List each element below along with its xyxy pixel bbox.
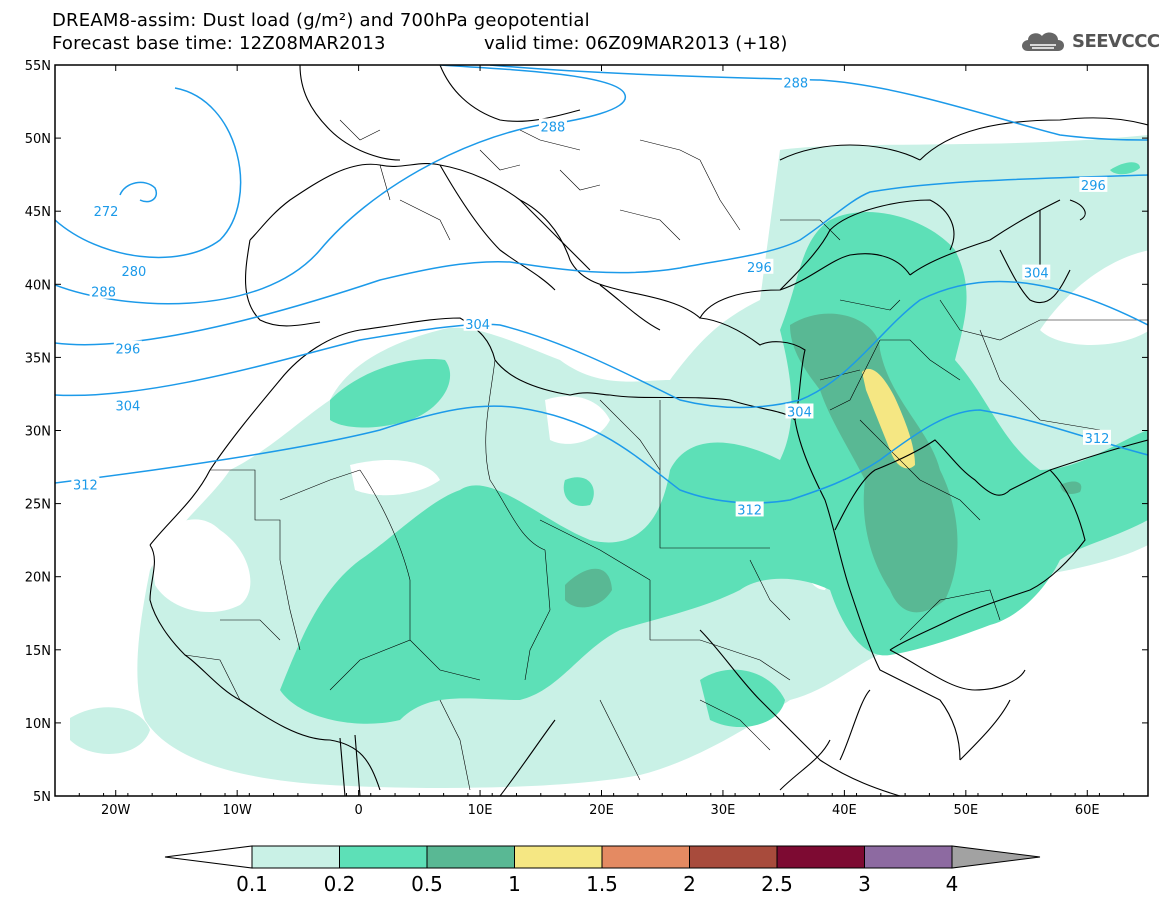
colorbar-label: 0.2 [323,872,356,896]
lon-tick-label: 50E [953,803,978,818]
svg-text:272: 272 [94,205,119,220]
colorbar-label: 4 [945,872,959,896]
dust-layer-dense [565,313,1082,613]
lat-tick-label: 45N [25,205,51,220]
svg-text:312: 312 [737,503,762,518]
svg-text:288: 288 [91,286,116,301]
lat-tick-label: 25N [25,498,51,513]
map-title: DREAM8-assim: Dust load (g/m²) and 700hP… [52,10,590,31]
contour-label: 312 [1082,429,1111,447]
contour-label: 304 [785,403,814,420]
lat-tick-label: 40N [25,278,51,293]
country-borders [184,119,1148,791]
lat-tick-label: 20N [25,571,51,586]
contour-label: 288 [781,74,810,92]
lon-tick-label: 0 [354,803,362,818]
contour-label: 296 [1079,176,1108,194]
contour-label: 288 [89,283,118,301]
lon-tick-label: 30E [711,803,736,818]
colorbar-segment [339,845,428,869]
lat-tick-label: 55N [25,59,51,74]
contour-label: 304 [113,397,142,415]
colorbar-label: 0.5 [411,872,443,896]
svg-text:312: 312 [73,479,98,494]
axis-labels: 55N 50N 45N 40N 35N 30N 25N 20N 15N 10N 5N 20W 10W 0 1… [25,59,1100,818]
lat-tick-label: 5N [33,790,51,805]
lon-tick-label: 40E [832,803,857,818]
contour-label: 280 [119,263,148,280]
cloud-logo-icon [1022,32,1064,51]
axis-ticks [55,64,1148,797]
contour-label: 296 [745,258,774,276]
contour-label: 288 [538,118,567,135]
colorbar-segment [864,845,953,869]
seevccc-logo: SEEVCCC [1018,26,1160,56]
colorbar-low-arrow [164,845,253,869]
contour-label: 296 [113,340,142,358]
colorbar-segment [776,845,865,869]
colorbar-label: 1.5 [586,872,618,896]
lat-tick-label: 30N [25,425,51,440]
coastlines [149,65,1148,796]
svg-text:304: 304 [115,400,140,415]
svg-text:280: 280 [122,265,147,280]
logo-text: SEEVCCC [1072,30,1160,52]
colorbar-segment [426,845,515,869]
lat-tick-label: 35N [25,351,51,366]
svg-text:304: 304 [1024,267,1049,282]
lon-tick-label: 20W [101,803,131,818]
colorbar-segment [689,845,778,869]
contour-label: 272 [92,203,121,220]
lon-tick-label: 60E [1075,803,1100,818]
svg-text:296: 296 [747,261,772,276]
contour-labels: 288 288 272 280 288 296 304 312 304 296 296 304 304 3… [71,74,1111,518]
lon-tick-label: 20E [589,803,614,818]
valid-time: valid time: 06Z09MAR2013 (+18) [484,33,788,54]
lon-tick-label: 10E [468,803,493,818]
svg-text:296: 296 [115,343,140,358]
colorbar-segment [601,845,690,869]
svg-text:304: 304 [465,318,490,333]
colorbar-label: 1 [508,872,521,896]
contour-label: 312 [735,501,764,518]
svg-text:288: 288 [541,120,566,135]
colorbar-label: 2.5 [761,872,793,896]
colorbar-segment [251,845,340,869]
colorbar-label: 0.1 [236,872,268,896]
lon-tick-label: 10W [222,803,252,818]
contour-label: 304 [1022,264,1051,282]
svg-text:288: 288 [783,77,808,92]
contour-label: 304 [463,315,492,333]
svg-text:312: 312 [1085,432,1110,447]
colorbar-segment [514,845,603,869]
geopotential-contours [55,65,1148,504]
lat-tick-label: 50N [25,132,51,147]
svg-text:304: 304 [787,405,812,420]
colorbar-label: 3 [858,872,871,896]
svg-text:296: 296 [1081,179,1106,194]
lat-tick-label: 15N [25,644,51,659]
lat-tick-label: 10N [25,717,51,732]
colorbar-label: 2 [683,872,696,896]
contour-label: 312 [71,476,100,494]
forecast-base-time: Forecast base time: 12Z08MAR2013 [52,33,386,54]
colorbar-high-arrow [951,845,1041,869]
colorbar [164,845,1041,869]
